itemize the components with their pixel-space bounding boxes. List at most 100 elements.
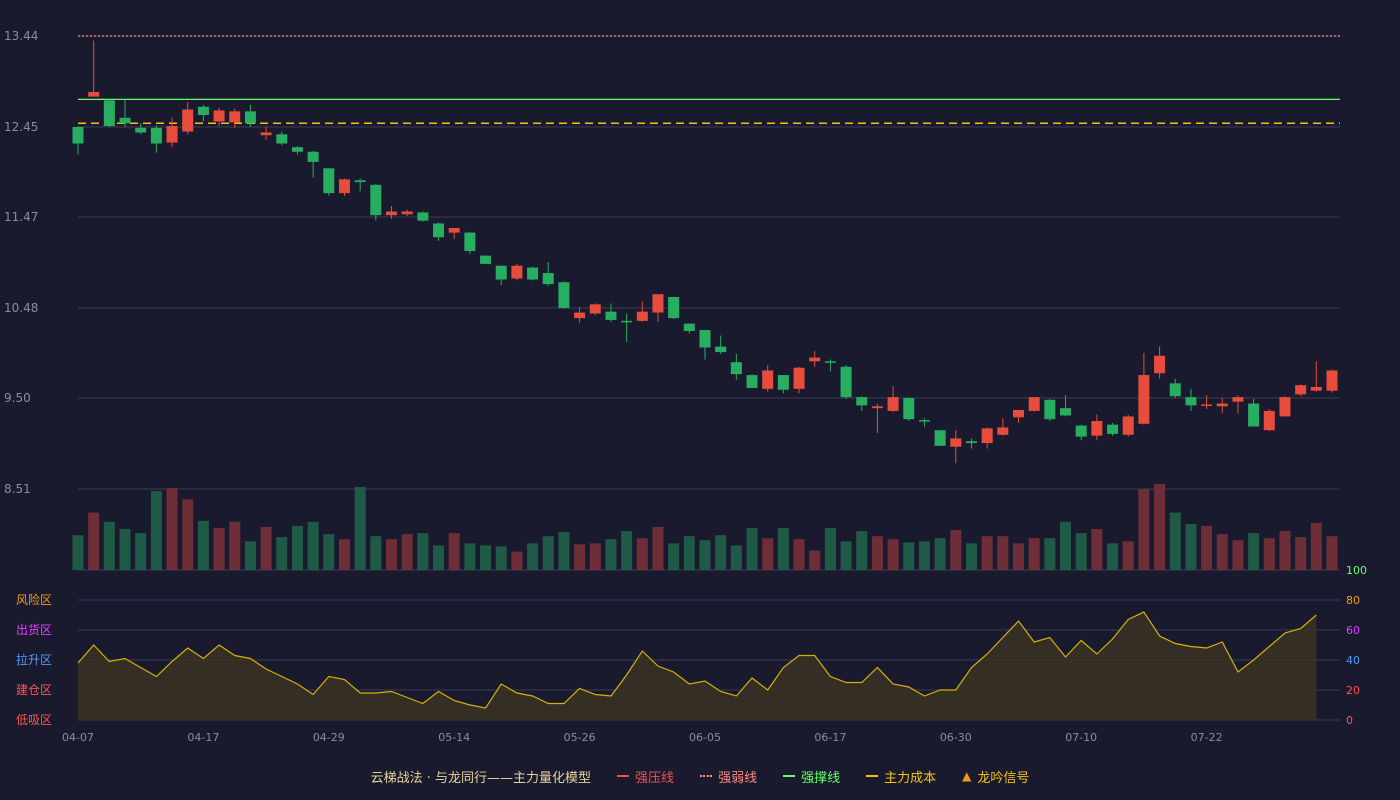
volume-bar xyxy=(511,551,523,570)
cost-line-swatch xyxy=(866,775,879,777)
candle-body xyxy=(72,126,84,144)
date-tick-label: 04-29 xyxy=(313,731,345,744)
date-tick-label: 04-17 xyxy=(187,731,219,744)
candle-body xyxy=(527,267,539,280)
candle-body xyxy=(323,168,335,194)
candle-body xyxy=(135,127,147,133)
candle-body xyxy=(1138,375,1150,424)
volume-bar xyxy=(323,534,335,570)
volume-bar xyxy=(981,536,993,570)
volume-bar xyxy=(589,543,601,570)
date-tick-label: 06-30 xyxy=(940,731,972,744)
candle-body xyxy=(887,397,899,411)
volume-bar xyxy=(636,538,648,570)
candle-body xyxy=(1107,424,1119,434)
candle-body xyxy=(480,255,492,264)
oscillator-zone-label: 低吸区 xyxy=(16,713,52,727)
volume-bar xyxy=(903,542,915,570)
volume-bar xyxy=(683,536,695,570)
volume-bar xyxy=(103,521,115,570)
candle-body xyxy=(182,109,194,132)
candle-body xyxy=(1169,383,1181,397)
legend-weak-label: 强弱线 xyxy=(718,770,758,786)
volume-bar xyxy=(448,533,460,570)
candle-body xyxy=(1060,408,1072,416)
volume-bar xyxy=(1154,483,1166,570)
volume-bar xyxy=(433,545,445,570)
candle-body xyxy=(103,100,115,127)
volume-bar xyxy=(965,543,977,570)
oscillator-area xyxy=(78,612,1317,720)
legend-item-support[interactable]: 强撑线 xyxy=(783,767,840,786)
candle-body xyxy=(918,420,930,422)
volume-bar xyxy=(715,535,727,570)
support-line-swatch xyxy=(783,775,796,777)
volume-bar xyxy=(307,521,319,570)
volume-bar xyxy=(1138,489,1150,570)
legend-item-series[interactable]: 云梯战法 · 与龙同行——主力量化模型 xyxy=(371,767,591,786)
candle-body xyxy=(903,398,915,420)
volume-bar xyxy=(150,491,162,570)
candle-body xyxy=(1295,385,1307,395)
candle-body xyxy=(88,92,100,97)
date-tick-label: 07-10 xyxy=(1065,731,1097,744)
candle-body xyxy=(1075,425,1087,437)
legend-item-weak[interactable]: 强弱线 xyxy=(700,767,757,786)
candle-body xyxy=(229,111,241,123)
candle-body xyxy=(1013,409,1024,418)
candle-body xyxy=(291,147,303,152)
volume-bar xyxy=(291,525,303,570)
volume-bar xyxy=(480,545,492,570)
legend-item-pressure[interactable]: 强压线 xyxy=(617,767,674,786)
oscillator-zone-label: 出货区 xyxy=(16,622,52,637)
candle-body xyxy=(1279,397,1291,417)
candle-body xyxy=(338,179,350,194)
candle-body xyxy=(260,132,272,136)
candle-body xyxy=(1326,370,1338,391)
candle-body xyxy=(1201,404,1213,406)
candle-body xyxy=(605,311,617,320)
volume-bar xyxy=(1013,543,1024,570)
volume-bar xyxy=(1310,522,1322,570)
oscillator-tick-label: 100 xyxy=(1346,564,1367,577)
date-tick-label: 05-26 xyxy=(564,731,596,744)
price-tick-label: 10.48 xyxy=(4,301,38,315)
volume-bar xyxy=(1075,533,1087,570)
candle-body xyxy=(1263,410,1275,431)
candle-body xyxy=(730,362,742,375)
candle-body xyxy=(574,312,586,319)
price-tick-label: 8.51 xyxy=(4,482,31,496)
chart-legend: 云梯战法 · 与龙同行——主力量化模型 强压线 强弱线 强撑线 主力成本 ▲ 龙… xyxy=(0,764,1400,788)
candle-body xyxy=(589,304,601,314)
volume-bar xyxy=(824,527,836,570)
candle-body xyxy=(558,282,570,308)
candle-body xyxy=(150,127,162,144)
volume-bar xyxy=(934,538,946,570)
candle-body xyxy=(1044,399,1056,420)
volume-bar xyxy=(213,527,225,570)
volume-bar xyxy=(119,529,131,570)
volume-bar xyxy=(1232,540,1244,570)
volume-bar xyxy=(1122,541,1134,570)
candle-body xyxy=(354,180,366,183)
candle-body xyxy=(715,346,727,353)
candle-body xyxy=(448,228,460,233)
candle-body xyxy=(166,126,178,143)
volume-bar xyxy=(182,499,194,570)
candle-body xyxy=(762,370,774,389)
candle-body xyxy=(856,397,868,406)
legend-item-signal[interactable]: ▲ 龙吟信号 xyxy=(962,767,1029,786)
date-tick-label: 04-07 xyxy=(62,731,94,744)
candle-body xyxy=(495,265,507,280)
candle-body xyxy=(386,211,397,216)
legend-item-cost[interactable]: 主力成本 xyxy=(866,767,936,786)
volume-bar xyxy=(950,530,962,570)
candle-body xyxy=(621,320,633,323)
volume-bar xyxy=(1201,525,1213,570)
volume-bar xyxy=(542,536,554,570)
date-tick-label: 05-14 xyxy=(438,731,470,744)
volume-bar xyxy=(370,536,382,570)
candle-body xyxy=(636,311,648,321)
candle-body xyxy=(1248,403,1260,427)
candle-body xyxy=(668,296,680,319)
